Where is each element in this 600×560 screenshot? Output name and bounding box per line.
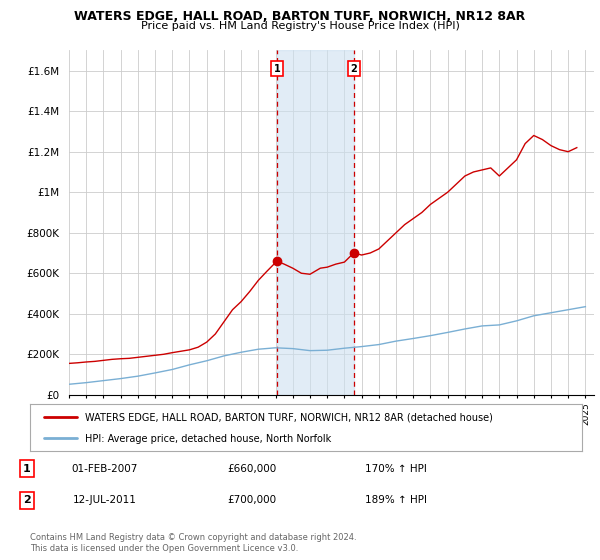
Text: WATERS EDGE, HALL ROAD, BARTON TURF, NORWICH, NR12 8AR: WATERS EDGE, HALL ROAD, BARTON TURF, NOR… xyxy=(74,10,526,23)
Text: 170% ↑ HPI: 170% ↑ HPI xyxy=(365,464,427,474)
Text: 12-JUL-2011: 12-JUL-2011 xyxy=(73,496,137,506)
Text: 2: 2 xyxy=(23,496,31,506)
Text: £700,000: £700,000 xyxy=(227,496,277,506)
Text: WATERS EDGE, HALL ROAD, BARTON TURF, NORWICH, NR12 8AR (detached house): WATERS EDGE, HALL ROAD, BARTON TURF, NOR… xyxy=(85,412,493,422)
Text: 1: 1 xyxy=(23,464,31,474)
Text: 2: 2 xyxy=(350,64,357,73)
Text: Price paid vs. HM Land Registry's House Price Index (HPI): Price paid vs. HM Land Registry's House … xyxy=(140,21,460,31)
Text: HPI: Average price, detached house, North Norfolk: HPI: Average price, detached house, Nort… xyxy=(85,433,331,444)
Text: 01-FEB-2007: 01-FEB-2007 xyxy=(72,464,138,474)
Bar xyxy=(277,50,354,395)
Text: 189% ↑ HPI: 189% ↑ HPI xyxy=(365,496,427,506)
Text: Contains HM Land Registry data © Crown copyright and database right 2024.
This d: Contains HM Land Registry data © Crown c… xyxy=(30,533,356,553)
Text: £660,000: £660,000 xyxy=(227,464,277,474)
Text: 1: 1 xyxy=(274,64,280,73)
